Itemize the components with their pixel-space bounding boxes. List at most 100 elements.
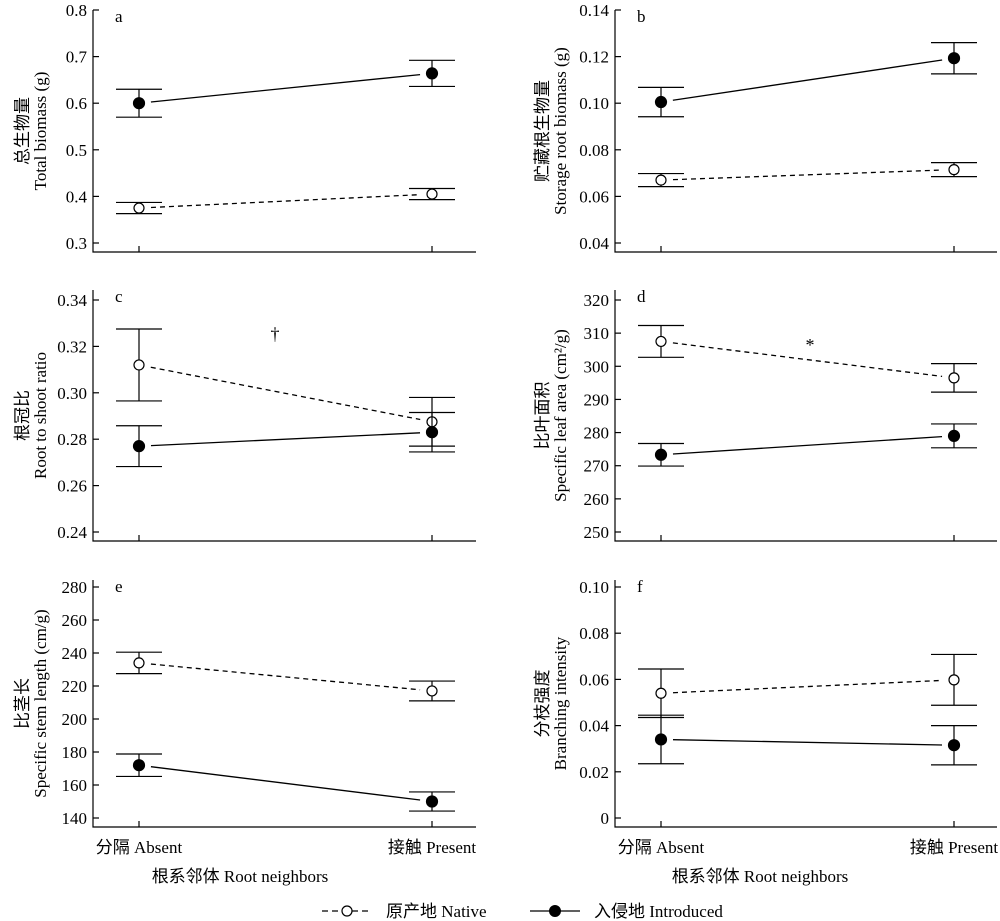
point-native <box>948 164 960 176</box>
point-native <box>655 174 667 186</box>
point-introduced <box>654 448 668 461</box>
series-native <box>116 187 455 215</box>
series-native <box>116 651 455 702</box>
point-native <box>948 674 960 686</box>
x-axis-label-left: 根系邻体 Root neighbors <box>152 867 329 886</box>
y-axis-label-en: Storage root biomass (g) <box>551 47 570 215</box>
y-tick-label: 0.32 <box>57 337 87 356</box>
series-introduced <box>638 42 977 118</box>
y-tick-label: 0.04 <box>579 234 609 253</box>
y-tick-label: 0.5 <box>66 141 87 160</box>
y-tick-label: 0.7 <box>66 48 88 67</box>
y-axis-label-cn: 贮藏根生物量 <box>533 80 552 182</box>
series-introduced <box>638 714 977 766</box>
y-axis-label-cn: 比茎长 <box>13 678 32 729</box>
y-tick-label: 180 <box>62 743 88 762</box>
y-tick-label: 0.10 <box>579 578 609 597</box>
series-native <box>638 653 977 719</box>
point-native <box>426 685 438 697</box>
series-line <box>150 366 421 421</box>
y-tick-label: 0.02 <box>579 763 609 782</box>
point-introduced <box>132 759 146 772</box>
point-introduced <box>947 739 961 752</box>
series-native <box>116 328 455 447</box>
y-tick-label: 300 <box>584 357 610 376</box>
x-category-label: 分隔 Absent <box>618 838 705 857</box>
series-introduced <box>116 59 455 118</box>
point-native <box>133 202 145 214</box>
y-axis-label-en: Specific leaf area (cm²/g) <box>551 329 570 502</box>
panel-f: 0 0.02 0.04 0.06 0.08 0.10 f 分枝强度 Branching inte… <box>533 577 998 857</box>
panel-letter: b <box>637 7 646 26</box>
series-line <box>150 193 421 209</box>
y-axis-label-en: Root to shoot ratio <box>31 352 50 479</box>
y-tick-label: 0 <box>601 809 610 828</box>
legend-native-marker <box>341 905 353 917</box>
y-tick-label: 0.30 <box>57 384 87 403</box>
axis-frame <box>614 290 997 542</box>
y-axis-label-cn: 总生物量 <box>13 97 32 165</box>
series-line <box>150 73 421 103</box>
y-tick-label: 260 <box>584 490 610 509</box>
point-introduced <box>654 733 668 746</box>
axis-frame <box>614 10 997 253</box>
point-native <box>133 657 145 669</box>
panel-d: 250 260 270 280 290 300 310 320 d 比叶面积 Specific le… <box>533 287 997 542</box>
series-introduced <box>116 753 455 812</box>
y-tick-label: 220 <box>62 677 88 696</box>
panel-a: 0.3 0.4 0.5 0.6 0.7 0.8 a 总生物量 Total biomass (g) <box>13 1 476 253</box>
panel-letter: d <box>637 287 646 306</box>
y-tick-label: 0.4 <box>66 187 88 206</box>
series-introduced <box>638 423 977 467</box>
significance-marker: † <box>271 324 280 344</box>
y-tick-label: 280 <box>62 578 88 597</box>
point-introduced <box>132 97 146 110</box>
point-introduced <box>425 426 439 439</box>
point-native <box>948 372 960 384</box>
y-tick-label: 280 <box>584 424 610 443</box>
y-axis-label-cn: 根冠比 <box>13 390 32 441</box>
panel-b: 0.04 0.06 0.08 0.10 0.12 0.14 b 贮藏根生物量 Storage r… <box>533 1 997 253</box>
panels: 0.3 0.4 0.5 0.6 0.7 0.8 a 总生物量 Total biomass (g)… <box>13 1 998 857</box>
y-tick-label: 320 <box>584 291 610 310</box>
series-native <box>638 162 977 188</box>
legend-native-label: 原产地 Native <box>386 902 487 921</box>
y-tick-label: 0.34 <box>57 291 87 310</box>
point-introduced <box>947 52 961 65</box>
series-line <box>150 663 421 691</box>
panel-letter: c <box>115 287 123 306</box>
x-axis-label-right: 根系邻体 Root neighbors <box>672 867 849 886</box>
panel-c: 0.24 0.26 0.28 0.30 0.32 0.34 c 根冠比 Root to shoo… <box>13 287 476 542</box>
y-axis-label-en: Branching intensity <box>551 636 570 770</box>
legend-introduced-label: 入侵地 Introduced <box>594 902 723 921</box>
point-native <box>655 335 667 348</box>
point-introduced <box>425 795 439 808</box>
legend-introduced-marker <box>549 905 561 917</box>
y-tick-label: 250 <box>584 523 610 542</box>
point-introduced <box>947 429 961 442</box>
series-introduced <box>116 411 455 468</box>
axis-frame <box>92 10 476 253</box>
y-tick-label: 0.08 <box>579 624 609 643</box>
series-native <box>638 324 977 393</box>
series-line <box>150 766 421 801</box>
point-native <box>426 188 438 200</box>
y-axis-label-cn: 比叶面积 <box>533 382 552 450</box>
legend: 原产地 Native 入侵地 Introduced <box>322 902 723 921</box>
y-tick-label: 140 <box>62 809 88 828</box>
axis-frame <box>92 580 476 828</box>
series-line <box>672 739 943 746</box>
point-native <box>655 687 667 699</box>
axis-frame <box>92 290 476 542</box>
y-tick-label: 260 <box>62 611 88 630</box>
y-tick-label: 160 <box>62 776 88 795</box>
axis-frame <box>614 580 997 828</box>
panel-e: 140 160 180 200 220 240 260 280 e 比茎长 Specific ste… <box>13 577 476 857</box>
x-category-label: 分隔 Absent <box>96 838 183 857</box>
y-tick-label: 200 <box>62 710 88 729</box>
y-tick-label: 0.12 <box>579 48 609 67</box>
y-tick-label: 0.10 <box>579 94 609 113</box>
point-introduced <box>132 440 146 453</box>
y-tick-label: 0.06 <box>579 670 609 689</box>
y-tick-label: 0.08 <box>579 141 609 160</box>
